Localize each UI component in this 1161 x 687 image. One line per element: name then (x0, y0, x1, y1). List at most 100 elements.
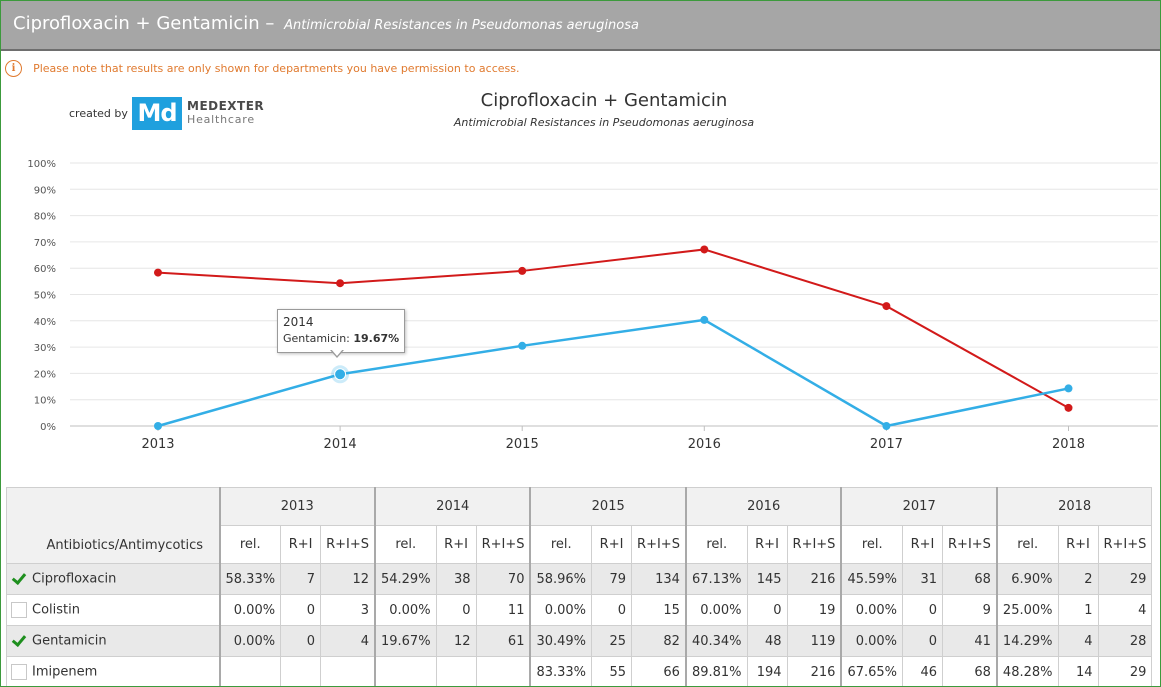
table-cell: 14.29% (995, 625, 1059, 657)
checkbox[interactable] (11, 602, 27, 618)
table-cell: 0.00% (218, 625, 282, 657)
table-cell (435, 656, 477, 686)
subheader-2013-ris: R+I+S (320, 525, 376, 564)
antibiotic-name-cell[interactable]: Imipenem (6, 656, 220, 686)
table-cell: 0 (902, 594, 944, 626)
data-point-ciprofloxacin (518, 266, 527, 275)
table-cell: 68 (942, 656, 998, 686)
table-cell: 82 (631, 625, 687, 657)
table-row[interactable]: Colistin 0.00% 0 3 0.00% 0 11 0.00% 0 15 0.00% 0 19 0… (6, 594, 1153, 626)
table-cell (475, 656, 531, 686)
table-cell: 48 (746, 625, 788, 657)
chart-title: Ciprofloxacin + Gentamicin (480, 90, 728, 111)
y-tick-label: 70% (34, 238, 56, 249)
page-subtitle: Antimicrobial Resistances in Pseudomonas… (284, 18, 639, 33)
y-tick-label: 0% (40, 422, 56, 433)
table-row[interactable]: Imipenem 83.33% 55 66 89.81% 194 216 67.65% 46 68… (6, 656, 1153, 686)
table-cell: 30.49% (529, 625, 593, 657)
data-point-gentamicin (154, 422, 162, 430)
table-cell: 58.96% (529, 563, 593, 595)
table-cell: 4 (1097, 594, 1153, 626)
checkmark-icon[interactable] (11, 571, 27, 587)
year-header-2015: 2015 (529, 487, 687, 526)
table-cell: 25.00% (995, 594, 1059, 626)
tooltip-value: 19.67% (353, 332, 400, 345)
table-cell: 89.81% (684, 656, 748, 686)
y-tick-label: 30% (34, 343, 56, 354)
table-cell: 6.90% (995, 563, 1059, 595)
table-cell: 4 (320, 625, 376, 657)
info-icon: i (5, 60, 22, 77)
table-cell: 28 (1097, 625, 1153, 657)
subheader-2017-rel: rel. (840, 525, 904, 564)
table-cell: 14 (1057, 656, 1099, 686)
table-cell: 0 (591, 594, 633, 626)
chart-tooltip: 2014 Gentamicin: 19.67% (277, 309, 405, 353)
table-cell: 46 (902, 656, 944, 686)
x-tick-label: 2016 (688, 437, 721, 452)
table-cell (320, 656, 376, 686)
subheader-2014-ri: R+I (435, 525, 477, 564)
x-tick-label: 2018 (1052, 437, 1085, 452)
resistance-line-chart: 0% 10% 20% 30% 40% 50% 60% 70% 80% 90% 100% 2013 201… (27, 159, 1158, 452)
table-cell: 40.34% (684, 625, 748, 657)
table-cell: 3 (320, 594, 376, 626)
table-cell: 216 (786, 563, 842, 595)
table-subheader-row: rel. R+I R+I+S rel. R+I R+I+S rel. R+I R+I+S rel.… (7, 525, 1153, 564)
x-tick-label: 2017 (870, 437, 903, 452)
table-cell: 0 (280, 594, 322, 626)
table-cell: 0.00% (840, 625, 904, 657)
series-line-ciprofloxacin (157, 248, 1069, 409)
antibiotic-name-cell[interactable]: Colistin (6, 594, 220, 626)
subheader-2018-rel: rel. (995, 525, 1059, 564)
table-cell: 48.28% (995, 656, 1059, 686)
antibiotic-name-cell[interactable]: Ciprofloxacin (6, 563, 220, 595)
created-by-label: created by (69, 107, 128, 120)
table-cell: 25 (591, 625, 633, 657)
antibiotic-name: Colistin (32, 602, 80, 618)
table-cell: 58.33% (218, 563, 282, 595)
tooltip-year: 2014 (283, 315, 314, 329)
table-cell: 7 (280, 563, 322, 595)
table-cell: 0.00% (373, 594, 437, 626)
table-cell (218, 656, 282, 686)
table-cell: 119 (786, 625, 842, 657)
table-cell: 1 (1057, 594, 1099, 626)
table-cell: 66 (631, 656, 687, 686)
antibiotics-column-label: Antibiotics/Antimycotics (46, 538, 204, 553)
page-title: Ciprofloxacin + Gentamicin – Antimicrobi… (13, 13, 639, 34)
checkbox[interactable] (11, 664, 27, 680)
table-cell: 0 (902, 625, 944, 657)
data-point-ciprofloxacin (336, 279, 345, 288)
checkmark-icon[interactable] (11, 633, 27, 649)
table-cell: 2 (1057, 563, 1099, 595)
page-title-text: Ciprofloxacin + Gentamicin (13, 13, 260, 34)
data-point-gentamicin (700, 315, 709, 324)
table-cell: 70 (475, 563, 531, 595)
antibiotic-name: Ciprofloxacin (32, 571, 117, 587)
y-tick-label: 10% (34, 396, 56, 407)
table-cell: 83.33% (529, 656, 593, 686)
antibiotic-name-cell[interactable]: Gentamicin (6, 625, 220, 657)
table-cell: 29 (1097, 563, 1153, 595)
y-tick-label: 90% (34, 185, 56, 196)
data-point-ciprofloxacin (1064, 403, 1073, 412)
table-row[interactable]: Gentamicin 0.00% 0 4 19.67% 12 61 30.49% 25 82 40.… (6, 625, 1153, 657)
table-cell: 9 (942, 594, 998, 626)
table-row[interactable]: Ciprofloxacin 58.33% 7 12 54.29% 38 70 58.96% 79… (6, 563, 1153, 595)
subheader-2018-ris: R+I+S (1097, 525, 1153, 564)
chart-subtitle: Antimicrobial Resistances in Pseudomonas… (453, 116, 755, 129)
table-cell: 55 (591, 656, 633, 686)
year-header-2018: 2018 (995, 487, 1153, 526)
subheader-2015-ris: R+I+S (631, 525, 687, 564)
y-tick-label: 60% (34, 264, 56, 275)
table-cell: 38 (435, 563, 477, 595)
table-cell: 68 (942, 563, 998, 595)
subheader-2017-ris: R+I+S (942, 525, 998, 564)
table-cell: 194 (746, 656, 788, 686)
subheader-2016-ris: R+I+S (786, 525, 842, 564)
table-cell: 0.00% (529, 594, 593, 626)
subheader-2016-ri: R+I (746, 525, 788, 564)
table-cell: 67.65% (840, 656, 904, 686)
